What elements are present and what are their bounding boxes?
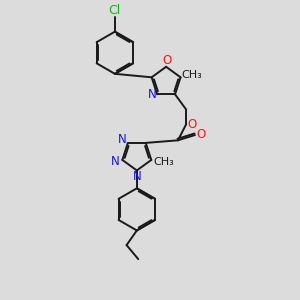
Text: N: N xyxy=(133,170,142,183)
Text: O: O xyxy=(197,128,206,141)
Text: O: O xyxy=(188,118,197,131)
Text: N: N xyxy=(111,155,120,168)
Text: N: N xyxy=(118,134,126,146)
Text: Cl: Cl xyxy=(109,4,121,17)
Text: CH₃: CH₃ xyxy=(153,157,174,167)
Text: CH₃: CH₃ xyxy=(181,70,202,80)
Text: O: O xyxy=(163,54,172,68)
Text: N: N xyxy=(148,88,157,101)
